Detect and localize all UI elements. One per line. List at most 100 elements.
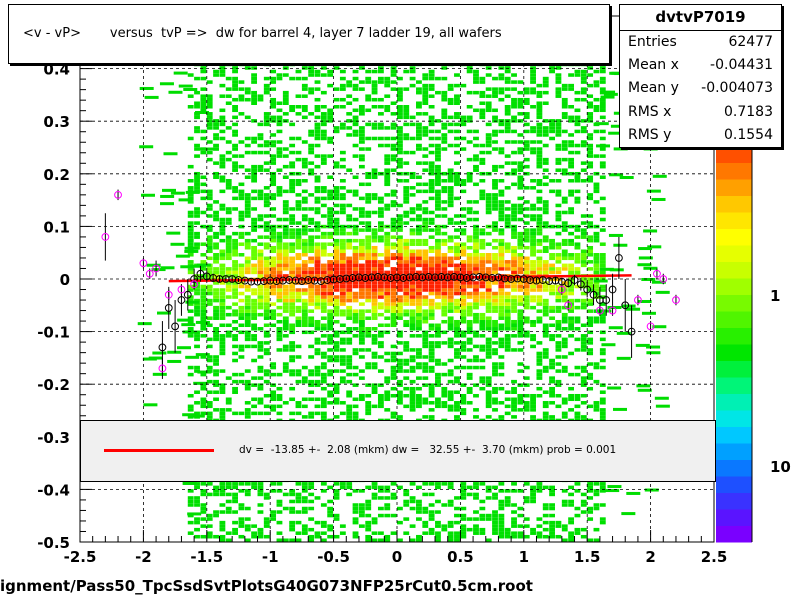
heatmap-cell [320, 274, 327, 278]
heatmap-cell [454, 281, 460, 285]
heatmap-cell [213, 122, 219, 127]
heatmap-cell [498, 327, 505, 331]
heatmap-cell [301, 179, 308, 183]
heatmap-cell [314, 274, 321, 278]
heatmap-cell [270, 193, 277, 197]
heatmap-cell [251, 404, 258, 409]
heatmap-cell [333, 210, 340, 215]
heatmap-cell [447, 200, 454, 204]
heatmap-cell [498, 164, 505, 169]
heatmap-cell [422, 397, 429, 402]
heatmap-cell [587, 143, 594, 148]
heatmap-cell [384, 485, 391, 490]
heatmap-cell [213, 242, 219, 246]
heatmap-cell [390, 143, 397, 148]
heatmap-cell [454, 323, 460, 328]
heatmap-cell [314, 179, 321, 183]
heatmap-cell [371, 496, 378, 500]
heatmap-cell [536, 485, 543, 490]
heatmap-cell [219, 503, 226, 507]
heatmap-cell [530, 249, 536, 254]
heatmap-cell [213, 256, 219, 261]
heatmap-cell [561, 327, 568, 331]
heatmap-cell [194, 143, 200, 148]
heatmap-cell [184, 246, 199, 250]
heatmap-cell [454, 319, 460, 324]
heatmap-cell [206, 415, 213, 419]
heatmap-cell [607, 386, 622, 390]
heatmap-cell [435, 323, 441, 328]
heatmap-cell [200, 524, 207, 528]
heatmap-cell [511, 249, 517, 254]
heatmap-cell [339, 482, 346, 486]
heatmap-cell [403, 260, 410, 264]
heatmap-cell [473, 482, 479, 486]
heatmap-cell [466, 291, 473, 296]
heatmap-cell [244, 344, 251, 349]
heatmap-cell [263, 76, 270, 81]
heatmap-cell [333, 369, 340, 373]
heatmap-cell [251, 76, 258, 81]
heatmap-cell [206, 238, 213, 243]
heatmap-cell [561, 369, 568, 373]
heatmap-cell [308, 221, 315, 225]
heatmap-cell [599, 337, 606, 342]
heatmap-cell [333, 161, 340, 165]
heatmap-cell [213, 372, 219, 377]
heatmap-cell [422, 189, 429, 194]
heatmap-cell [428, 334, 435, 338]
heatmap-cell [397, 228, 403, 232]
heatmap-cell [358, 393, 365, 398]
heatmap-cell [257, 242, 264, 246]
heatmap-cell [238, 506, 245, 511]
heatmap-cell [561, 104, 568, 109]
heatmap-cell [384, 245, 391, 250]
heatmap-cell [390, 87, 397, 91]
heatmap-cell [447, 309, 454, 313]
heatmap-cell [194, 154, 200, 158]
heatmap-cell [384, 270, 391, 275]
heatmap-cell [454, 196, 460, 201]
heatmap-cell [504, 112, 511, 116]
heatmap-cell [282, 538, 289, 542]
heatmap-cell [390, 253, 397, 257]
heatmap-cell [498, 524, 505, 528]
heatmap-cell [580, 334, 587, 338]
heatmap-cell [295, 492, 302, 497]
heatmap-cell [608, 233, 623, 237]
heatmap-cell [339, 122, 346, 127]
heatmap-cell [244, 492, 251, 497]
heatmap-cell [244, 506, 251, 511]
heatmap-cell [289, 288, 296, 292]
heatmap-cell [422, 228, 429, 232]
heatmap-cell [384, 288, 391, 292]
heatmap-cell [593, 80, 600, 84]
heatmap-cell [384, 256, 391, 261]
heatmap-cell [536, 372, 543, 377]
heatmap-cell [574, 348, 581, 352]
heatmap-cell [498, 288, 505, 292]
heatmap-cell [352, 510, 359, 514]
heatmap-cell [276, 193, 283, 197]
heatmap-cell [555, 161, 562, 165]
heatmap-cell [498, 517, 505, 521]
heatmap-cell [194, 496, 200, 500]
heatmap-cell [416, 80, 422, 84]
heatmap-cell [194, 274, 200, 278]
heatmap-cell [435, 520, 441, 525]
heatmap-cell [365, 263, 372, 268]
heatmap-cell [416, 112, 422, 116]
heatmap-cell [276, 482, 283, 486]
heatmap-cell [365, 330, 372, 335]
heatmap-cell [517, 316, 524, 320]
heatmap-cell [377, 305, 384, 310]
heatmap-cell [549, 334, 555, 338]
heatmap-cell [593, 129, 600, 134]
heatmap-cell [244, 538, 251, 542]
heatmap-cell [574, 319, 581, 324]
heatmap-cell [358, 196, 365, 201]
heatmap-cell [587, 179, 594, 183]
heatmap-cell [479, 327, 486, 331]
heatmap-cell [371, 298, 378, 303]
heatmap-cell [213, 175, 219, 180]
